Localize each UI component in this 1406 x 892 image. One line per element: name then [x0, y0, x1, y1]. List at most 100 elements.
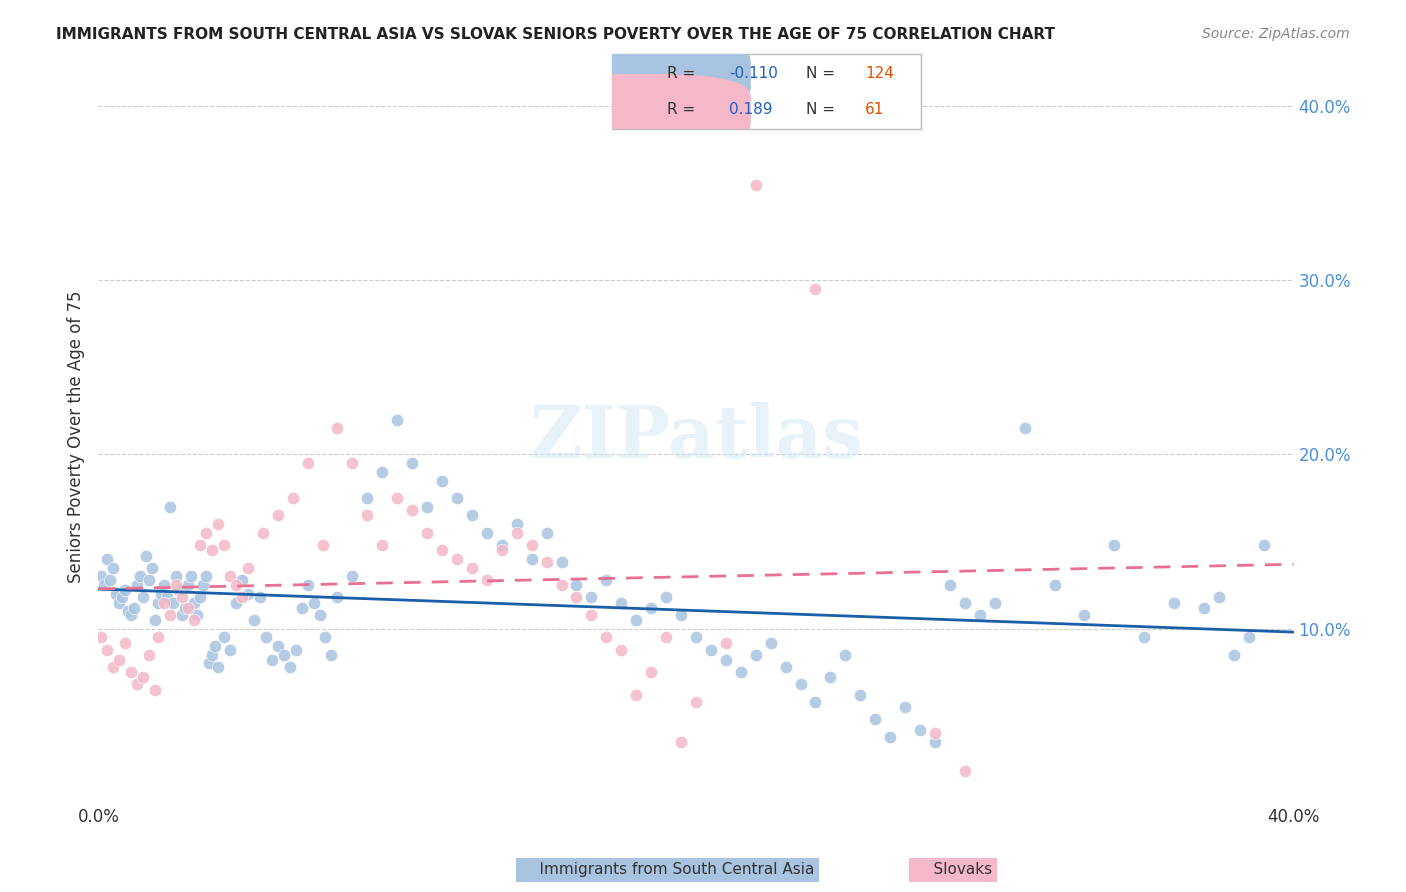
Point	[879, 730, 901, 744]
Point	[894, 700, 917, 714]
Point	[315, 631, 337, 645]
Point	[249, 591, 271, 605]
Point	[1043, 578, 1066, 592]
Text: N =: N =	[807, 67, 841, 81]
Point	[536, 556, 558, 570]
Point	[198, 657, 221, 671]
Point	[236, 587, 259, 601]
Point	[148, 631, 170, 645]
Point	[90, 631, 112, 645]
Point	[371, 465, 394, 479]
Point	[260, 653, 283, 667]
Point	[475, 573, 498, 587]
Point	[153, 595, 176, 609]
Point	[506, 517, 529, 532]
Point	[195, 525, 218, 540]
Point	[124, 600, 146, 615]
Point	[759, 635, 782, 649]
Point	[114, 635, 136, 649]
Point	[103, 660, 125, 674]
FancyBboxPatch shape	[529, 74, 751, 146]
Point	[225, 578, 247, 592]
Point	[326, 421, 349, 435]
Point	[953, 595, 976, 609]
Point	[520, 552, 543, 566]
Point	[1223, 648, 1246, 662]
Point	[177, 600, 200, 615]
Point	[626, 688, 648, 702]
Point	[204, 639, 226, 653]
Point	[207, 517, 229, 532]
Point	[1192, 600, 1215, 615]
Point	[595, 573, 617, 587]
Point	[138, 573, 160, 587]
Point	[90, 569, 112, 583]
Point	[655, 631, 678, 645]
Text: ZIPatlas: ZIPatlas	[529, 401, 863, 473]
Point	[969, 607, 991, 622]
Point	[159, 607, 181, 622]
Point	[311, 538, 333, 552]
Point	[150, 587, 173, 601]
FancyBboxPatch shape	[529, 38, 751, 111]
Point	[172, 607, 194, 622]
Point	[252, 525, 274, 540]
Point	[243, 613, 266, 627]
Point	[162, 595, 184, 609]
Point	[610, 642, 633, 657]
Point	[120, 665, 142, 680]
Point	[669, 735, 692, 749]
Point	[385, 491, 409, 505]
Point	[745, 648, 768, 662]
Point	[714, 635, 737, 649]
Point	[1208, 591, 1230, 605]
Text: Slovaks: Slovaks	[914, 863, 993, 877]
Point	[908, 723, 931, 737]
Point	[159, 500, 181, 514]
Point	[201, 648, 224, 662]
Point	[849, 688, 872, 702]
Point	[141, 560, 163, 574]
Point	[96, 642, 118, 657]
Point	[201, 543, 224, 558]
Point	[281, 491, 304, 505]
Point	[207, 660, 229, 674]
Text: R =: R =	[668, 67, 700, 81]
Point	[177, 578, 200, 592]
Point	[93, 578, 115, 592]
Point	[491, 538, 513, 552]
Point	[132, 591, 155, 605]
Point	[461, 508, 484, 523]
Point	[284, 642, 307, 657]
Point	[302, 595, 325, 609]
Point	[1253, 538, 1275, 552]
Point	[581, 591, 603, 605]
Point	[804, 695, 827, 709]
Text: R =: R =	[668, 102, 700, 117]
Point	[342, 456, 364, 470]
Point	[186, 607, 208, 622]
Point	[550, 578, 572, 592]
Point	[267, 508, 290, 523]
Point	[273, 648, 295, 662]
Point	[789, 677, 811, 691]
Point	[114, 583, 136, 598]
Point	[655, 591, 678, 605]
Text: Immigrants from South Central Asia: Immigrants from South Central Asia	[520, 863, 814, 877]
Point	[491, 543, 513, 558]
Point	[254, 631, 277, 645]
Point	[143, 613, 166, 627]
Point	[669, 607, 692, 622]
Point	[236, 560, 259, 574]
Point	[610, 595, 633, 609]
Point	[506, 525, 529, 540]
Point	[820, 670, 842, 684]
Point	[326, 591, 349, 605]
Point	[565, 578, 588, 592]
Point	[924, 735, 946, 749]
Point	[103, 560, 125, 574]
Point	[308, 607, 330, 622]
Point	[430, 474, 453, 488]
Point	[108, 653, 131, 667]
Point	[924, 726, 946, 740]
